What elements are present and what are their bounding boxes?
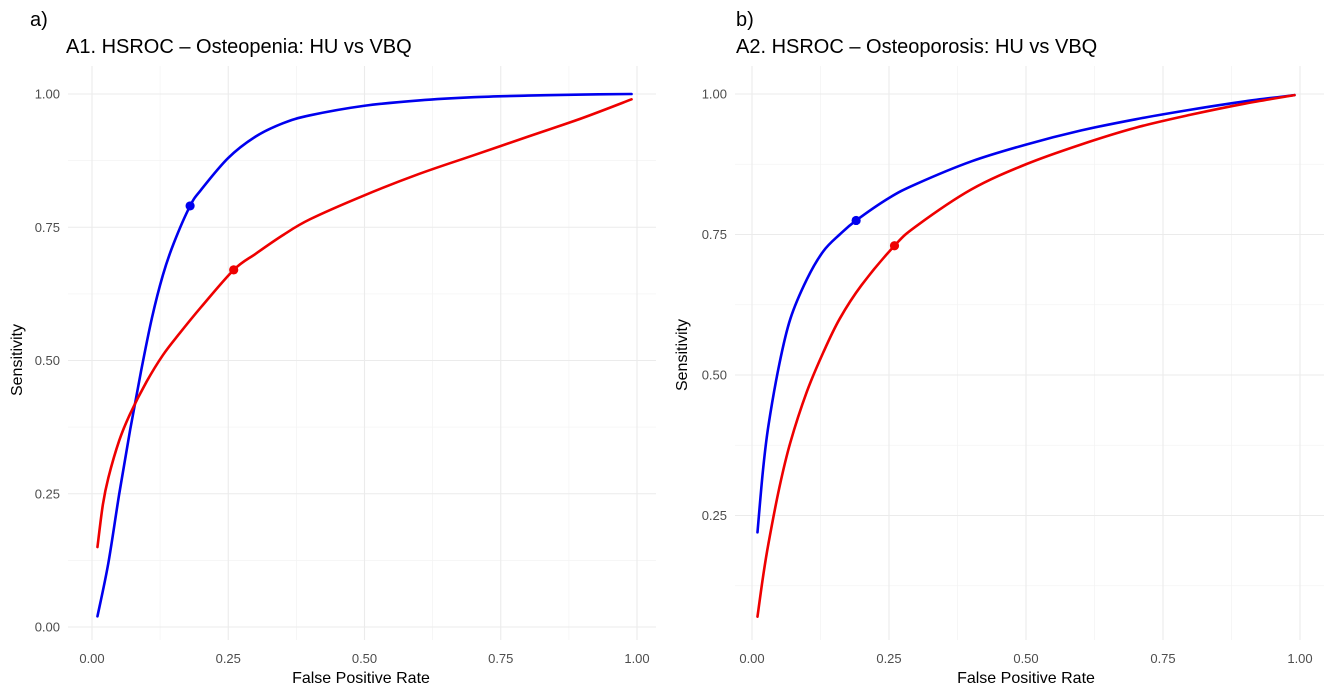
panel-b-y-axis-title: Sensitivity: [674, 319, 691, 391]
blue-hsroc-curve: [756, 93, 1296, 534]
panel-b-title: A2. HSROC – Osteoporosis: HU vs VBQ: [736, 36, 1097, 58]
panel-a-x-axis-title: False Positive Rate: [292, 670, 430, 687]
panel-a-y-axis-title: Sensitivity: [9, 324, 26, 396]
x-tick-label: 0.25: [216, 651, 241, 666]
y-tick-label: 0.75: [702, 227, 727, 242]
y-tick-label: 0.75: [35, 220, 60, 235]
panel-a-title: A1. HSROC – Osteopenia: HU vs VBQ: [66, 36, 412, 58]
red-summary-point: [229, 265, 239, 275]
red-hsroc-curve: [756, 93, 1296, 618]
x-tick-label: 0.75: [1150, 651, 1175, 666]
y-tick-label: 0.00: [35, 620, 60, 635]
blue-summary-point: [851, 215, 861, 226]
red-summary-point: [889, 241, 900, 251]
x-tick-label: 0.00: [79, 651, 104, 666]
panel-a-letter: a): [30, 9, 48, 31]
y-tick-label: 0.25: [702, 508, 727, 523]
panel-b-plot-area: 0.00 0.25 0.50 0.75 1.00 0.25 0.50 0.75 1.00: [702, 66, 1324, 666]
y-tick-label: 1.00: [35, 87, 60, 102]
x-tick-label: 0.00: [739, 651, 764, 666]
panel-a: a) A1. HSROC – Osteopenia: HU vs VBQ 0.0…: [9, 9, 656, 687]
y-tick-label: 0.50: [35, 353, 60, 368]
panel-a-plot-area: 0.00 0.25 0.50 0.75 1.00 0.00 0.25 0.50 0.75 1.00: [35, 66, 656, 666]
x-tick-label: 1.00: [1287, 651, 1312, 666]
y-tick-label: 0.25: [35, 486, 60, 501]
y-tick-label: 0.50: [702, 368, 727, 383]
x-tick-label: 0.75: [488, 651, 513, 666]
x-tick-label: 0.50: [352, 651, 377, 666]
x-tick-label: 0.25: [876, 651, 901, 666]
blue-hsroc-curve: [96, 92, 633, 618]
y-tick-label: 1.00: [702, 87, 727, 102]
panel-b: b) A2. HSROC – Osteoporosis: HU vs VBQ 0…: [674, 9, 1324, 687]
panel-b-letter: b): [736, 9, 754, 31]
blue-summary-point: [185, 201, 195, 211]
x-tick-label: 0.50: [1013, 651, 1038, 666]
panel-b-x-axis-title: False Positive Rate: [957, 670, 1095, 687]
x-tick-label: 1.00: [624, 651, 649, 666]
